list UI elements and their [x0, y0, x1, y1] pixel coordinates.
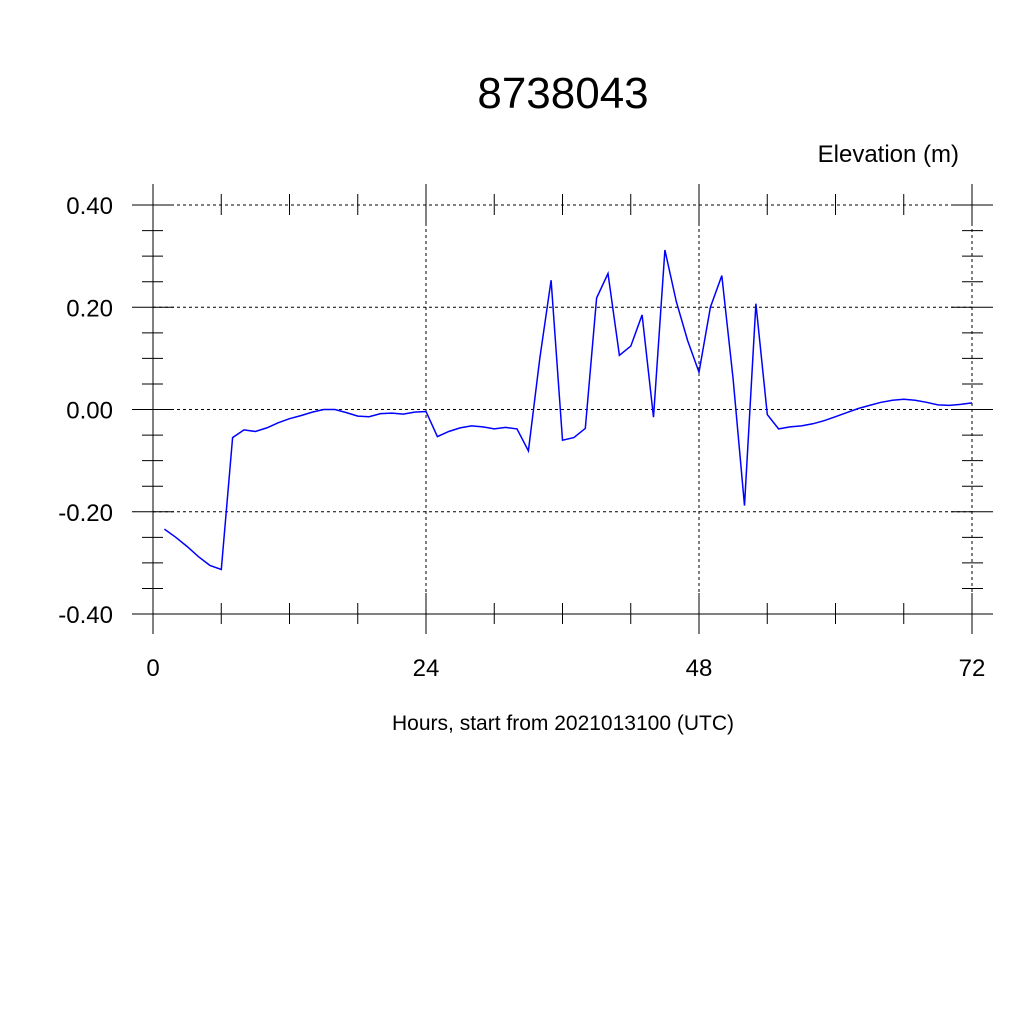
y-tick-label: 0.00	[66, 398, 113, 425]
x-axis-label: Hours, start from 2021013100 (UTC)	[392, 712, 734, 735]
tick-labels: -0.40 -0.20 0.00 0.20 0.40 0 24 48 72	[58, 193, 985, 682]
y-tick-label: 0.40	[66, 193, 113, 220]
x-tick-label: 24	[413, 655, 440, 682]
chart-title: 8738043	[477, 69, 648, 118]
y-axis-unit-label: Elevation (m)	[818, 141, 959, 168]
series-line	[163, 249, 973, 571]
y-tick-label: -0.20	[58, 500, 113, 527]
data-series	[163, 249, 973, 571]
y-tick-label: -0.40	[58, 602, 113, 629]
y-tick-label: 0.20	[66, 295, 113, 322]
x-tick-label: 0	[146, 655, 159, 682]
x-tick-label: 48	[686, 655, 713, 682]
axis-ticks	[132, 184, 993, 634]
x-tick-label: 72	[959, 655, 986, 682]
